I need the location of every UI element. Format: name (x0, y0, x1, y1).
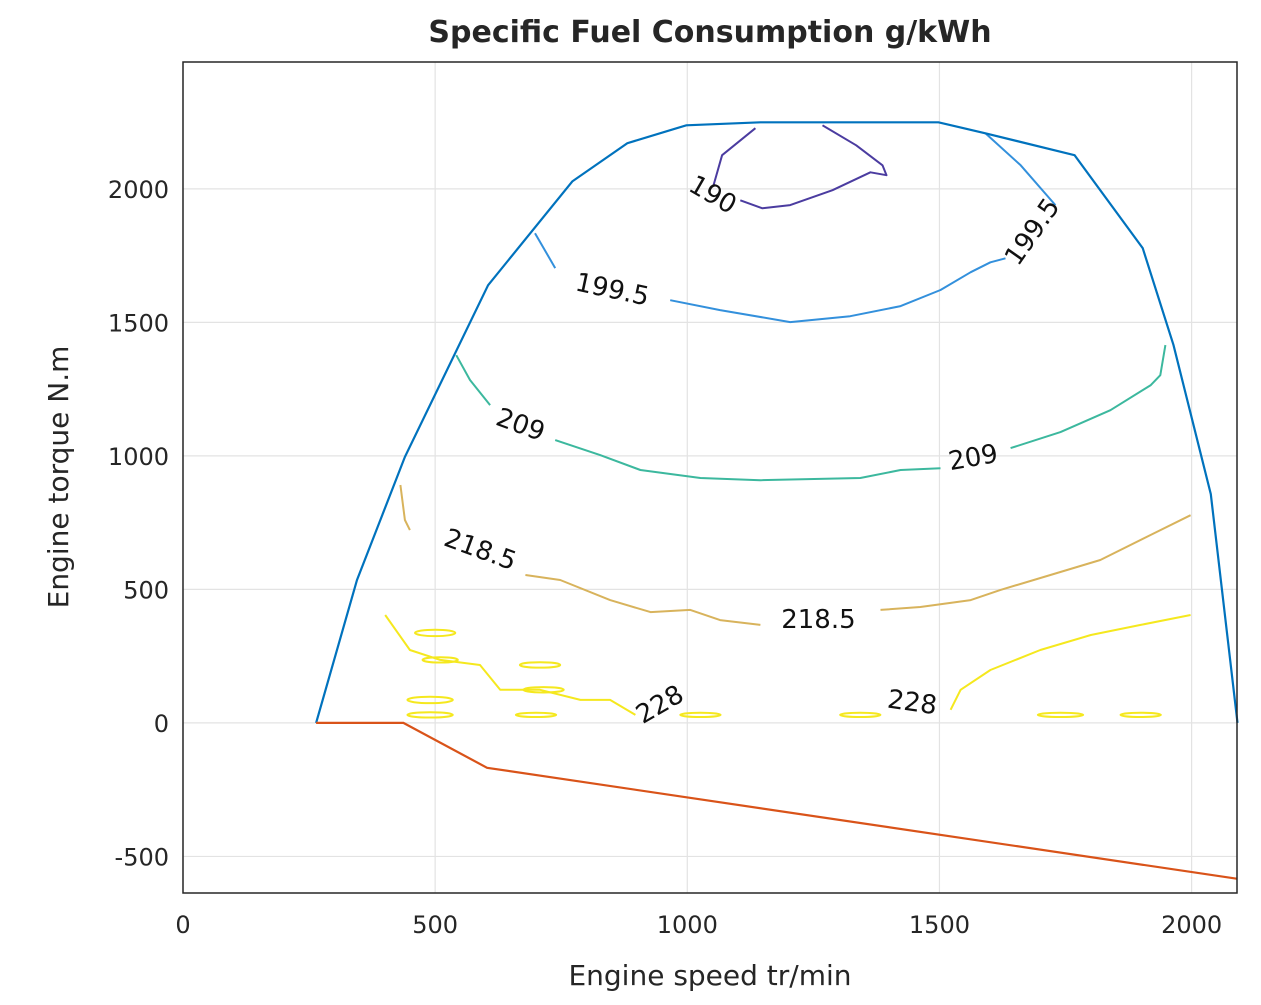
contour-label: 190 (684, 170, 742, 221)
contour-label: 218.5 (781, 605, 855, 635)
x-tick-label: 1500 (909, 911, 970, 939)
contour-island-228 (406, 711, 454, 719)
contour-label: 218.5 (440, 523, 520, 577)
x-tick-label: 1000 (657, 911, 718, 939)
y-axis-label: Engine torque N.m (42, 346, 75, 609)
x-tick-label: 2000 (1161, 911, 1222, 939)
y-tick-label: 1500 (108, 309, 169, 337)
contour-island-228 (406, 695, 454, 705)
x-tick-label: 500 (412, 911, 458, 939)
x-axis-label: Engine speed tr/min (568, 959, 851, 992)
contour-line-228 (384, 614, 636, 716)
contour-island-228 (421, 656, 459, 664)
max-torque-line (315, 121, 1239, 724)
contour-line-218.5 (399, 484, 411, 531)
contour-island-228 (679, 711, 722, 719)
contour-label: 209 (946, 439, 1000, 477)
chart-title: Specific Fuel Consumption g/kWh (428, 15, 991, 50)
series-layer (315, 121, 1239, 880)
motoring-torque-line (316, 721, 1238, 880)
x-tick-label: 0 (175, 911, 190, 939)
contour-line-209 (1010, 344, 1167, 450)
contour-island-228 (413, 628, 457, 638)
contour-line-209 (455, 354, 491, 406)
contour-line-228 (949, 614, 1191, 711)
tick-labels: 0 500 1000 1500 2000 -500 0 500 1000 1500 2000 (108, 176, 1222, 939)
contour-line-190 (712, 127, 757, 186)
contour-label: 199.5 (573, 268, 652, 313)
contour-island-228 (839, 711, 882, 719)
y-tick-label: 500 (123, 576, 169, 604)
contour-label: 228 (886, 685, 939, 722)
contour-line-190 (739, 124, 888, 210)
contour-label: 209 (492, 403, 549, 448)
contour-island-228 (518, 661, 562, 669)
plot-frame (182, 61, 1238, 894)
y-tick-label: -500 (115, 843, 169, 871)
y-tick-label: 1000 (108, 443, 169, 471)
contour-line-218.5 (880, 514, 1192, 611)
y-tick-label: 2000 (108, 176, 169, 204)
contour-line-199.5 (534, 232, 557, 269)
contour-island-228 (1119, 711, 1162, 719)
contour-line-209 (554, 439, 941, 482)
contour-label: 199.5 (999, 193, 1066, 271)
y-tick-label: 0 (154, 710, 169, 738)
contour-island-228 (514, 711, 558, 719)
contour-line-199.5 (984, 132, 1057, 206)
contour-line-218.5 (525, 574, 761, 626)
contour-line-199.5 (670, 257, 1006, 324)
contour-island-228 (1036, 711, 1085, 719)
